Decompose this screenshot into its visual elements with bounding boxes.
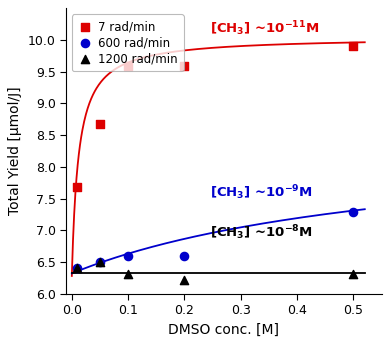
Legend: 7 rad/min, 600 rad/min, 1200 rad/min: 7 rad/min, 600 rad/min, 1200 rad/min — [72, 14, 184, 71]
7 rad/min — [74, 184, 81, 190]
1200 rad/min — [181, 278, 188, 283]
7 rad/min — [350, 43, 356, 49]
Text: $\mathbf{[CH_3]}$ ~$\mathbf{10^{-11}}$$\mathbf{M}$: $\mathbf{[CH_3]}$ ~$\mathbf{10^{-11}}$$\… — [210, 20, 319, 39]
7 rad/min — [181, 63, 188, 69]
600 rad/min — [97, 259, 103, 265]
7 rad/min — [97, 121, 103, 127]
1200 rad/min — [74, 265, 81, 270]
Text: $\mathbf{[CH_3]}$ ~$\mathbf{10^{-8}}$$\mathbf{M}$: $\mathbf{[CH_3]}$ ~$\mathbf{10^{-8}}$$\m… — [210, 223, 313, 242]
1200 rad/min — [97, 259, 103, 265]
Y-axis label: Total Yield [µmol/J]: Total Yield [µmol/J] — [8, 87, 22, 215]
600 rad/min — [125, 254, 131, 259]
600 rad/min — [350, 209, 356, 215]
1200 rad/min — [350, 271, 356, 277]
600 rad/min — [74, 266, 81, 271]
X-axis label: DMSO conc. [M]: DMSO conc. [M] — [168, 323, 279, 337]
600 rad/min — [181, 254, 188, 259]
1200 rad/min — [125, 271, 131, 277]
Text: $\mathbf{[CH_3]}$ ~$\mathbf{10^{-9}}$$\mathbf{M}$: $\mathbf{[CH_3]}$ ~$\mathbf{10^{-9}}$$\m… — [210, 184, 313, 202]
7 rad/min — [125, 63, 131, 69]
